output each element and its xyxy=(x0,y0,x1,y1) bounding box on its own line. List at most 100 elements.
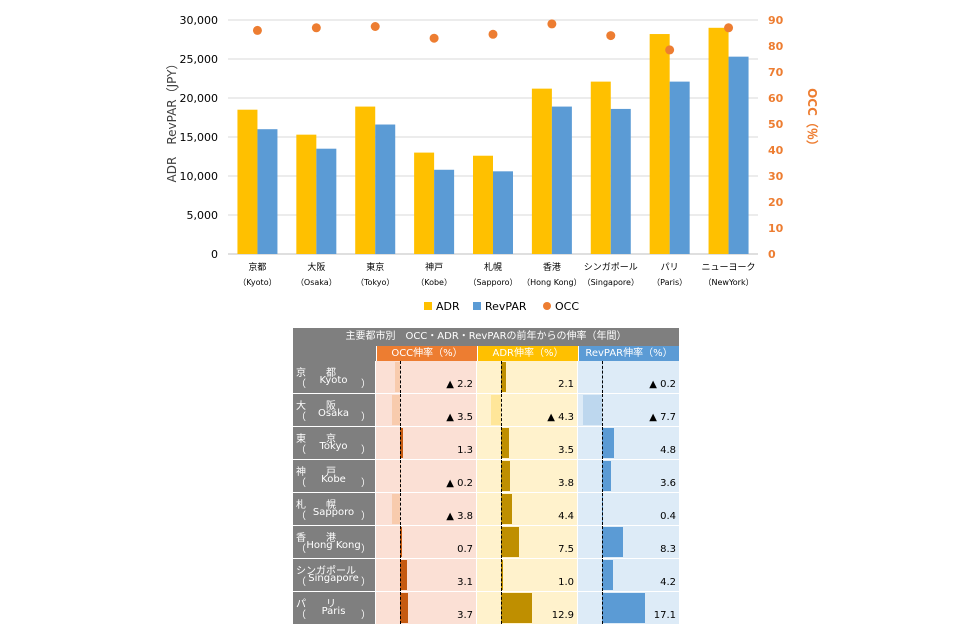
y-axis-right-label: OCC（％） xyxy=(805,88,820,152)
occ-point xyxy=(547,19,557,29)
zero-axis xyxy=(501,559,502,591)
x-tick-sublabel: （Tokyo） xyxy=(356,278,394,287)
occ-cell: ▲ 3.8 xyxy=(376,493,477,526)
combo-chart: 0 5,000 10,000 15,000 20,000 25,000 30,000 0 10… xyxy=(165,14,820,313)
x-tick-label: ニューヨーク xyxy=(702,262,756,273)
zero-axis xyxy=(602,526,603,558)
city-cell: 東 京（ Tokyo ） xyxy=(293,427,376,460)
zero-axis xyxy=(400,526,401,558)
legend-swatch xyxy=(424,302,432,310)
occ-header: OCC伸率（%） xyxy=(377,346,478,361)
rev-cell: 3.6 xyxy=(578,460,679,493)
rev-bar xyxy=(602,428,614,458)
adr-header: ADR伸率（%） xyxy=(478,346,579,361)
x-axis: 京都 （Kyoto） 大阪 （Osaka） 東京 （Tokyo） 神戸 （Kobe） 札幌 （Sa… xyxy=(238,261,755,287)
rev-bar xyxy=(582,395,602,425)
city-name-en: （Singapore） xyxy=(296,573,371,588)
x-tick-label: 香港 xyxy=(543,261,561,273)
rev-bar xyxy=(602,527,623,557)
city-name-en-part: ） xyxy=(361,445,371,456)
x-tick-label: 札幌 xyxy=(484,261,502,273)
rev-bar xyxy=(601,362,602,392)
adr-bar xyxy=(501,593,532,623)
city-header xyxy=(293,346,377,361)
x-tick-sublabel: （NewYork） xyxy=(704,278,754,287)
zero-axis xyxy=(400,493,401,525)
adr-bar xyxy=(490,395,501,425)
adr-bar xyxy=(414,152,435,254)
occ-value: 1.3 xyxy=(457,445,473,456)
occ-value: ▲ 3.5 xyxy=(446,412,473,423)
city-name-jp: 神 戸 xyxy=(296,467,336,478)
y-right-tick-label: 50 xyxy=(768,118,784,131)
x-tick-label: 東京 xyxy=(366,261,384,273)
y-tick-label: 0 xyxy=(211,248,218,261)
occ-point xyxy=(488,29,498,39)
zero-axis xyxy=(602,460,603,492)
city-name-en-part: Hong Kong xyxy=(306,540,361,551)
city-name-en-part: Kyoto xyxy=(319,375,348,386)
zero-axis xyxy=(602,394,603,426)
occ-point xyxy=(724,23,734,33)
occ-cell: 3.1 xyxy=(376,559,477,592)
rev-value: 8.3 xyxy=(660,544,676,555)
zero-axis xyxy=(501,361,502,393)
occ-value: 0.7 xyxy=(457,544,473,555)
table-row: パ リ（ Paris ） 3.7 12.9 17.1 xyxy=(293,592,679,625)
x-tick-sublabel: （Kyoto） xyxy=(238,278,276,287)
revpar-bar xyxy=(257,129,278,254)
adr-bar xyxy=(501,527,519,557)
city-name-en-part: （ xyxy=(296,478,306,489)
zero-axis xyxy=(501,592,502,624)
city-name-en: （ Osaka ） xyxy=(296,408,371,423)
x-tick-sublabel: （Osaka） xyxy=(296,278,337,287)
city-name-en-part: Singapore xyxy=(308,573,359,584)
table-row: シンガポール（Singapore） 3.1 1.0 4.2 xyxy=(293,559,679,592)
city-name-en-part: Sapporo xyxy=(312,507,355,518)
city-name-en-part: （ xyxy=(296,511,306,522)
zero-axis xyxy=(501,460,502,492)
zero-axis xyxy=(501,427,502,459)
rev-bar xyxy=(602,593,645,623)
city-name-en: （ Kyoto ） xyxy=(296,375,371,390)
adr-bar xyxy=(501,362,507,392)
revpar-bar xyxy=(728,56,749,254)
rev-cell: 17.1 xyxy=(578,592,679,625)
rev-value: 3.6 xyxy=(660,478,676,489)
x-tick-sublabel: （Hong Kong） xyxy=(522,278,582,287)
city-cell: パ リ（ Paris ） xyxy=(293,592,376,625)
y-right-tick-label: 80 xyxy=(768,40,784,53)
rev-value: 4.8 xyxy=(660,445,676,456)
zero-axis xyxy=(501,394,502,426)
adr-bar xyxy=(473,155,493,254)
city-name-en-part: Tokyo xyxy=(319,441,348,452)
revpar-bar xyxy=(551,106,572,254)
y-axis-left: 0 5,000 10,000 15,000 20,000 25,000 30,000 xyxy=(180,14,219,261)
y-right-tick-label: 40 xyxy=(768,144,784,157)
y-tick-label: 5,000 xyxy=(187,209,219,222)
table-body: 京 都（Kyoto） ▲ 2.2 2.1 ▲ 0.2 大 阪（Osaka） ▲ 3.5 ▲ … xyxy=(293,361,679,625)
city-name-en-part: ） xyxy=(361,379,371,390)
occ-point xyxy=(606,31,616,41)
x-tick-label: 神戸 xyxy=(425,261,443,273)
occ-cell: ▲ 0.2 xyxy=(376,460,477,493)
adr-cell: ▲ 4.3 xyxy=(477,394,578,427)
revpar-bar xyxy=(493,171,513,254)
occ-bar xyxy=(400,593,409,623)
revpar-header: RevPAR伸率（%） xyxy=(579,346,679,361)
rev-bar xyxy=(602,461,611,491)
occ-cell: 3.7 xyxy=(376,592,477,625)
x-tick-sublabel: （Paris） xyxy=(652,278,687,287)
city-name-jp: 札 幌 xyxy=(296,500,336,511)
adr-bar xyxy=(590,81,611,255)
table-header: OCC伸率（%） ADR伸率（%） RevPAR伸率（%） xyxy=(293,346,679,361)
rev-value: ▲ 0.2 xyxy=(649,379,676,390)
city-name-en-part: （ xyxy=(296,445,306,456)
occ-cell: ▲ 3.5 xyxy=(376,394,477,427)
adr-bar xyxy=(296,134,317,254)
y-right-tick-label: 20 xyxy=(768,196,784,209)
city-cell: シンガポール（Singapore） xyxy=(293,559,376,592)
adr-bar xyxy=(355,106,376,254)
city-cell: 神 戸（ Kobe ） xyxy=(293,460,376,493)
occ-cell: ▲ 2.2 xyxy=(376,361,477,394)
